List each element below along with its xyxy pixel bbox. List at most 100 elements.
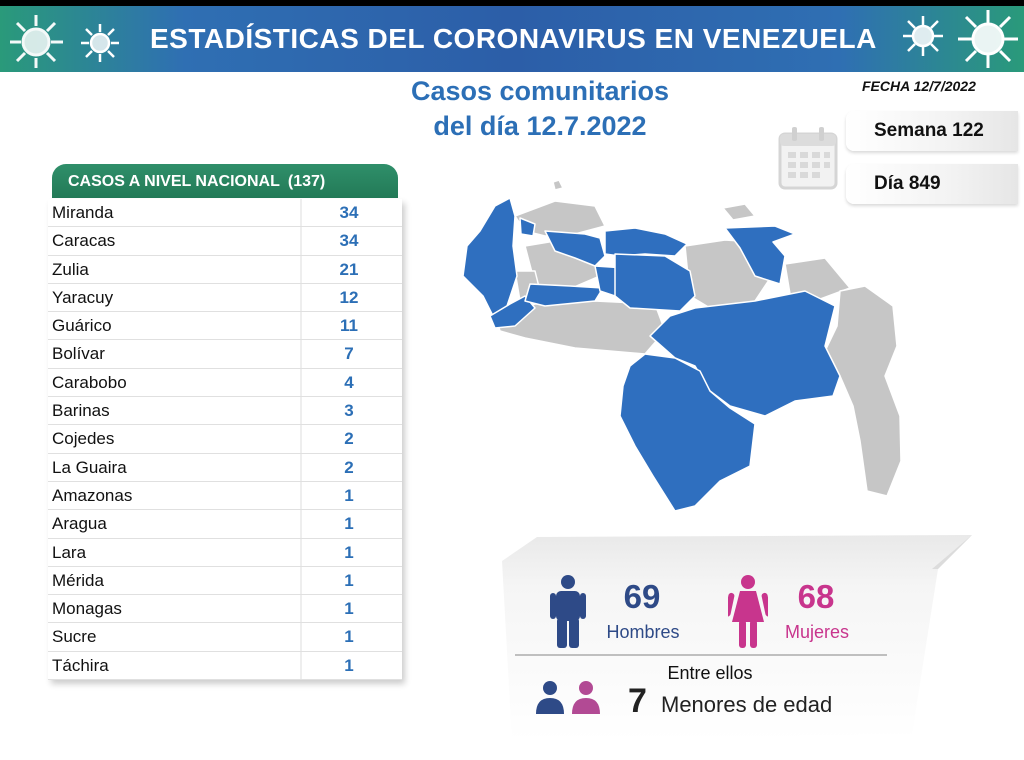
infographic-page: ESTADÍSTICAS DEL CORONAVIRUS EN VENEZUEL… xyxy=(0,6,1024,760)
row-separator xyxy=(300,425,302,453)
men-count: 69 xyxy=(623,578,661,615)
table-row: Amazonas 1 xyxy=(48,481,402,511)
case-count: 2 xyxy=(344,429,354,449)
state-name: Mérida xyxy=(52,570,104,590)
subtitle-line-2: del día 12.7.2022 xyxy=(433,111,647,141)
map-state-falcon-coast xyxy=(519,217,536,237)
map-state-tachira-merida xyxy=(489,295,536,329)
state-name: Táchira xyxy=(52,655,109,675)
state-name: Caracas xyxy=(52,231,116,251)
case-count: 34 xyxy=(339,203,359,222)
case-count: 1 xyxy=(344,514,354,534)
map-state-esequibo xyxy=(824,285,902,497)
map-state-amazonas xyxy=(619,353,756,512)
between-label: Entre ellos xyxy=(667,663,753,683)
state-name: Cojedes xyxy=(52,429,115,449)
minors-count: 7 xyxy=(628,682,647,720)
case-count: 21 xyxy=(339,259,359,279)
man-icon xyxy=(550,575,586,648)
map-state-delta xyxy=(784,257,851,302)
map-state-aragua-miranda xyxy=(604,227,688,257)
row-separator xyxy=(300,255,302,283)
case-count: 11 xyxy=(340,316,358,336)
case-count: 1 xyxy=(344,627,354,647)
row-separator xyxy=(300,199,302,227)
table-row: Miranda 34 xyxy=(48,199,402,228)
table-row: Carabobo 4 xyxy=(48,368,402,398)
map-state-yaracuy-carabobo xyxy=(544,230,606,267)
state-name: Bolívar xyxy=(52,344,105,364)
children-icon xyxy=(536,681,600,714)
virus-icon xyxy=(81,24,119,62)
row-separator xyxy=(300,481,302,510)
row-separator xyxy=(300,283,302,312)
map-state-monagas-sucre xyxy=(724,225,796,285)
table-row: Bolívar 7 xyxy=(48,340,402,369)
state-name: Monagas xyxy=(52,599,122,619)
subtitle-line-1: Casos comunitarios xyxy=(410,76,670,106)
venezuela-map xyxy=(462,179,902,512)
women-label: Mujeres xyxy=(784,622,850,642)
subtitle: Casos comunitarios del día 12.7.2022 xyxy=(380,74,700,144)
table-row: Zulia 21 xyxy=(48,255,402,284)
case-count: 1 xyxy=(344,599,354,619)
virus-icon xyxy=(10,15,63,68)
state-name: Sucre xyxy=(52,627,97,647)
state-name: Guárico xyxy=(52,316,112,336)
state-name: Amazonas xyxy=(52,485,133,505)
table-row: Mérida 1 xyxy=(48,566,402,596)
map-state-barinas xyxy=(524,283,604,307)
table-row: Barinas 3 xyxy=(48,397,402,426)
map-state-islands xyxy=(552,179,564,191)
table-row: Caracas 34 xyxy=(48,227,402,256)
table-row: Táchira 1 xyxy=(48,651,402,681)
map-state-nueva-esparta xyxy=(722,203,756,221)
map-state-guarico xyxy=(614,253,696,312)
case-count: 12 xyxy=(339,287,359,307)
case-count: 1 xyxy=(344,655,354,675)
row-separator xyxy=(300,595,302,623)
case-count: 1 xyxy=(344,485,354,505)
women-count: 68 xyxy=(797,578,835,615)
state-name: Barinas xyxy=(52,401,110,421)
table-row: Cojedes 2 xyxy=(48,425,402,454)
state-name: Miranda xyxy=(52,203,114,222)
table-row: Guárico 11 xyxy=(48,312,402,341)
state-name: Lara xyxy=(52,542,87,562)
table-total: (137) xyxy=(287,173,326,190)
row-separator xyxy=(300,227,302,255)
table-row: La Guaira 2 xyxy=(48,453,402,482)
row-separator xyxy=(300,538,302,566)
table-row: Monagas 1 xyxy=(48,595,402,624)
row-separator xyxy=(300,397,302,425)
row-separator xyxy=(300,340,302,368)
case-count: 7 xyxy=(344,344,354,364)
state-name: Zulia xyxy=(52,259,89,279)
date-label: FECHA 12/7/2022 xyxy=(862,78,976,94)
row-separator xyxy=(300,312,302,340)
panel-divider xyxy=(515,654,887,656)
case-count: 34 xyxy=(339,231,359,251)
table-row: Sucre 1 xyxy=(48,623,402,652)
virus-icon xyxy=(958,10,1018,68)
case-count: 1 xyxy=(344,570,354,590)
cases-table: CASOS A NIVEL NACIONAL (137) Miranda 34 Car… xyxy=(48,164,402,684)
case-count: 3 xyxy=(344,401,354,421)
table-body: Miranda 34 Caracas 34 Zulia 21 Yaracuy 12 Guáric… xyxy=(48,199,402,681)
calendar-icon xyxy=(778,127,838,190)
page-title: ESTADÍSTICAS DEL CORONAVIRUS EN VENEZUEL… xyxy=(150,23,877,54)
case-count: 2 xyxy=(344,457,354,477)
row-separator xyxy=(300,566,302,595)
state-name: Yaracuy xyxy=(52,287,114,307)
men-label: Hombres xyxy=(606,622,680,642)
state-name: La Guaira xyxy=(52,457,127,477)
header-banner: ESTADÍSTICAS DEL CORONAVIRUS EN VENEZUEL… xyxy=(0,6,1024,72)
row-separator xyxy=(300,368,302,397)
row-separator xyxy=(300,510,302,538)
row-separator xyxy=(300,651,302,680)
table-header: CASOS A NIVEL NACIONAL (137) xyxy=(52,164,398,198)
table-row: Aragua 1 xyxy=(48,510,402,539)
virus-icon xyxy=(903,16,943,56)
case-count: 1 xyxy=(344,542,354,562)
map-state-zulia xyxy=(462,197,518,317)
